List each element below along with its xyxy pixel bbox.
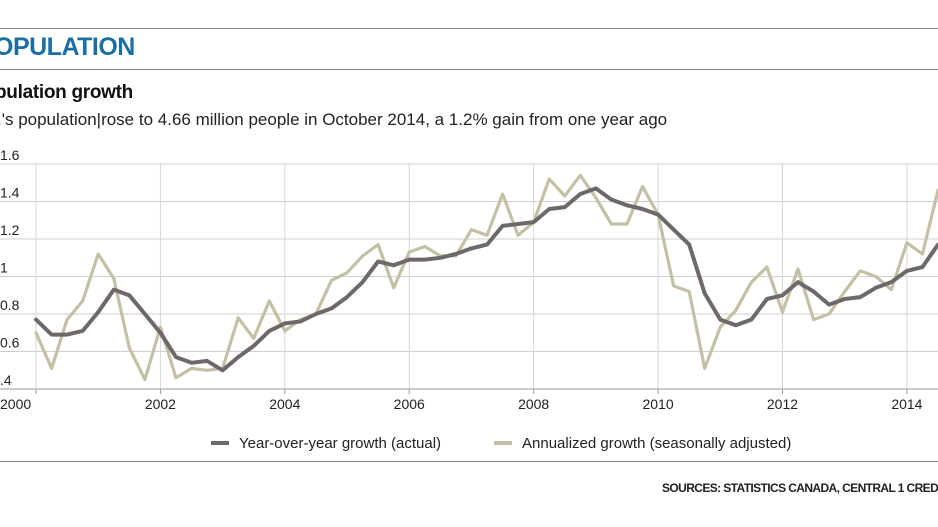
y-tick-label: 1 xyxy=(0,260,8,276)
series-line-actual xyxy=(34,186,938,373)
chart-title: pulation growth xyxy=(0,82,133,103)
y-tick-label: .4 xyxy=(0,372,12,388)
grid-lines xyxy=(0,163,938,394)
y-tick-label: 0.6 xyxy=(0,335,20,351)
x-tick-label: 2010 xyxy=(642,396,673,412)
x-tick-label: 2004 xyxy=(269,396,300,412)
section-title: OPULATION xyxy=(0,33,135,61)
legend-swatch-actual xyxy=(211,441,229,445)
y-tick-label: 1.4 xyxy=(0,185,20,201)
source-note: SOURCES: STATISTICS CANADA, CENTRAL 1 CR… xyxy=(662,481,938,495)
y-tick-label: 1.6 xyxy=(0,150,20,163)
x-tick-label: 2012 xyxy=(767,396,798,412)
section-divider xyxy=(0,69,938,70)
y-tick-label: 0.8 xyxy=(0,297,20,313)
chart-subtitle: .'s population|rose to 4.66 million peop… xyxy=(0,110,668,129)
legend-label-actual: Year-over-year growth (actual) xyxy=(239,434,442,452)
x-tick-label: 2006 xyxy=(394,396,425,412)
x-tick-label: 2000 xyxy=(0,396,31,412)
y-tick-label: 1.2 xyxy=(0,222,20,238)
line-chart: .4 0.6 0.8 1 1.2 1.4 1.6 2000 2002 2004 2006 2008 20… xyxy=(0,150,938,412)
legend-item-actual: Year-over-year growth (actual) xyxy=(211,432,441,454)
legend-swatch-annualized xyxy=(494,441,512,445)
series-lines xyxy=(34,173,938,382)
top-rule xyxy=(0,28,938,29)
bottom-rule xyxy=(0,461,938,462)
legend: Year-over-year growth (actual) Annualize… xyxy=(0,432,938,454)
legend-label-annualized: Annualized growth (seasonally adjusted) xyxy=(522,434,792,452)
series-line-annualized xyxy=(34,173,938,382)
axis-labels: .4 0.6 0.8 1 1.2 1.4 1.6 2000 2002 2004 2006 2008 20… xyxy=(0,150,923,412)
x-tick-label: 2002 xyxy=(145,396,176,412)
x-tick-label: 2008 xyxy=(518,396,549,412)
x-tick-label: 2014 xyxy=(891,396,922,412)
legend-item-annualized: Annualized growth (seasonally adjusted) xyxy=(494,432,791,454)
